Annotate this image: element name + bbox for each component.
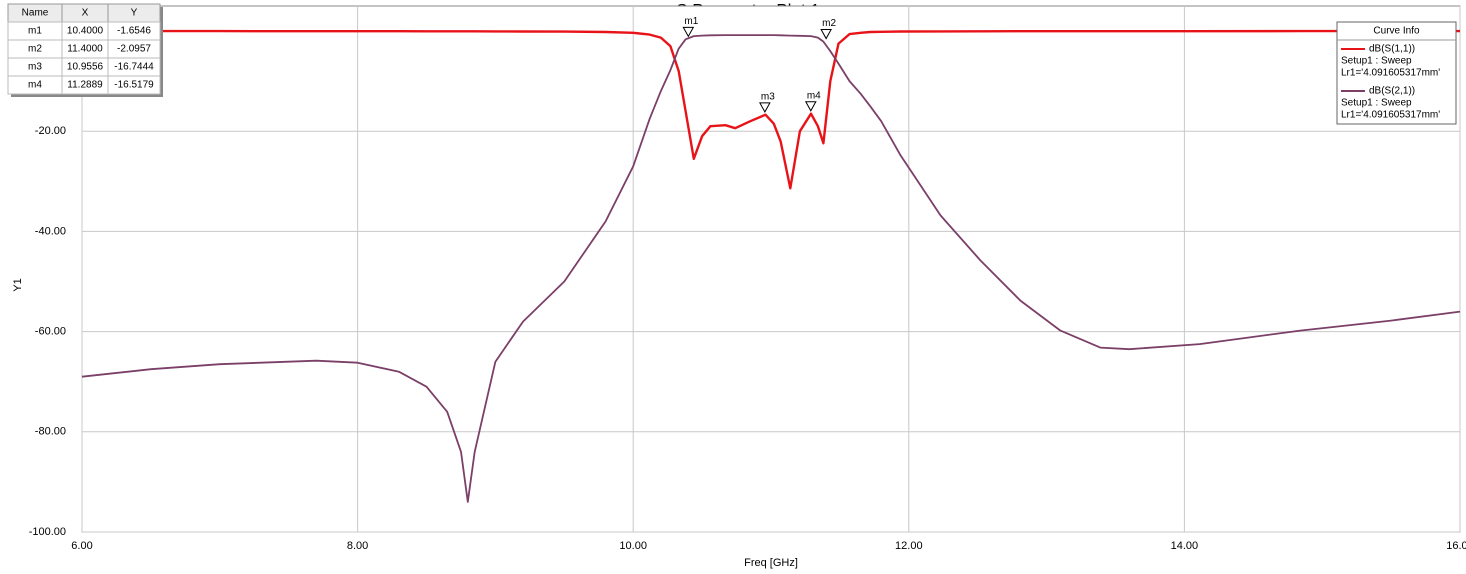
table-value: m2 [28, 44, 42, 55]
legend-setup: Setup1 : Sweep [1341, 56, 1412, 67]
table-value: m4 [28, 80, 42, 91]
table-value: -1.6546 [117, 26, 151, 37]
marker-triangle [804, 101, 817, 112]
table-value: 10.4000 [67, 26, 104, 37]
table-header: X [82, 8, 89, 19]
table-value: -2.0957 [117, 44, 151, 55]
y-tick-label: -80.00 [35, 426, 66, 438]
table-value: 10.9556 [67, 62, 104, 73]
table-value: -16.5179 [114, 80, 154, 91]
table-value: 11.2889 [67, 80, 103, 91]
table-value: 11.4000 [67, 44, 103, 55]
series-line [81, 34, 1461, 503]
x-tick-label: 6.00 [71, 540, 92, 552]
marker-triangle [682, 26, 695, 38]
y-axis-label: Y1 [12, 278, 24, 291]
x-tick-label: 12.00 [895, 540, 923, 552]
legend-label: dB(S(1,1)) [1369, 44, 1415, 55]
plot-area [81, 5, 1461, 533]
legend-title: Curve Info [1373, 26, 1420, 37]
x-tick-label: 10.00 [619, 540, 647, 552]
y-tick-label: -20.00 [35, 125, 66, 137]
table-header: Y [131, 8, 138, 19]
y-tick-label: -100.00 [29, 526, 66, 538]
table-cell [107, 75, 161, 95]
table-value: m3 [28, 62, 42, 73]
marker-triangle [820, 29, 832, 40]
table-header: Name [22, 8, 49, 19]
marker-label: m4 [807, 90, 821, 101]
marker-label: m2 [822, 18, 836, 29]
legend-setup: Setup1 : Sweep [1341, 98, 1412, 109]
legend-box [1336, 21, 1457, 125]
marker-label: m3 [761, 92, 775, 103]
x-axis-label: Freq [GHz] [744, 557, 798, 569]
series-line [82, 29, 1460, 190]
x-tick-label: 16.00 [1446, 540, 1466, 552]
marker-triangle [759, 102, 771, 113]
y-tick-label: -40.00 [35, 225, 66, 237]
legend-label: dB(S(2,1)) [1369, 86, 1415, 97]
x-tick-label: 14.00 [1171, 540, 1199, 552]
table-value: -16.7444 [114, 62, 154, 73]
x-tick-label: 8.00 [347, 540, 368, 552]
legend-param: Lr1='4.091605317mm' [1341, 68, 1440, 79]
marker-label: m1 [684, 16, 698, 27]
y-tick-label: -60.00 [35, 326, 66, 338]
legend-param: Lr1='4.091605317mm' [1341, 110, 1440, 121]
table-value: m1 [28, 26, 42, 37]
